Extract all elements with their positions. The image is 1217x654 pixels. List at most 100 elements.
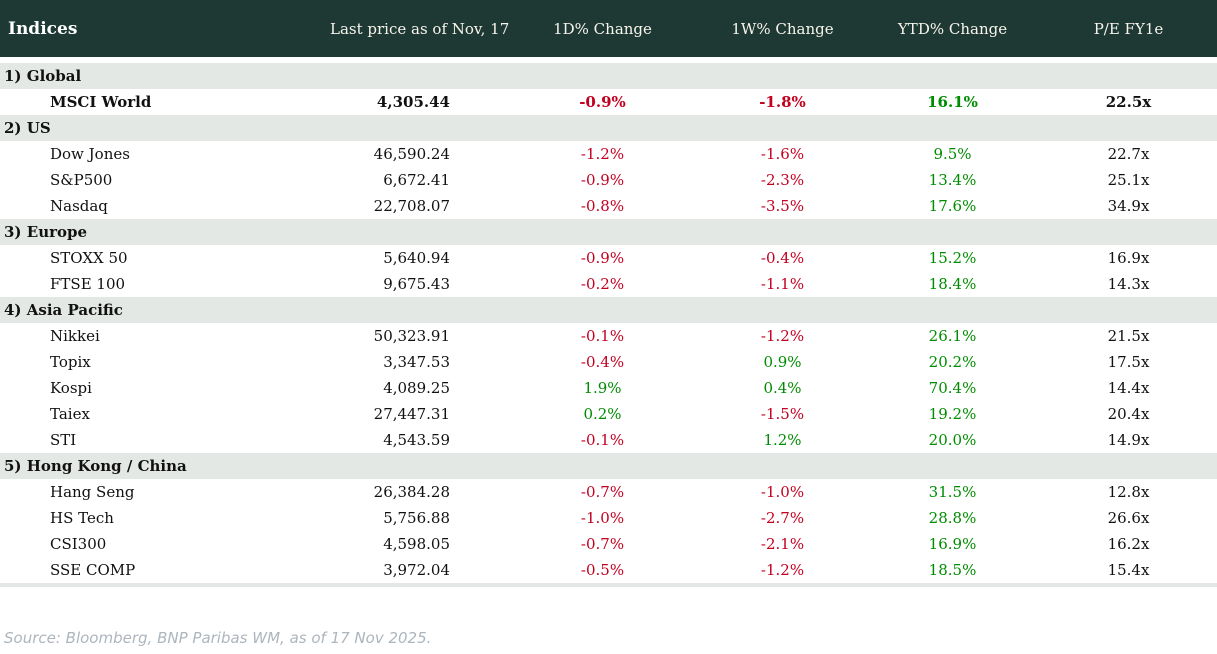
pe-ratio: 20.4x (1107, 405, 1150, 423)
index-name: Topix (50, 353, 91, 371)
pe-ratio: 26.6x (1107, 509, 1150, 527)
index-name: STOXX 50 (50, 249, 128, 267)
index-row: Hang Seng 26,384.28 -0.7% -1.0% 31.5% 12.8x (0, 479, 1217, 505)
pe-ratio: 25.1x (1107, 171, 1150, 189)
change-1d: 1.9% (583, 379, 622, 397)
index-name: MSCI World (50, 93, 152, 111)
section-row: 2) US (0, 115, 1217, 141)
index-row: HS Tech 5,756.88 -1.0% -2.7% 28.8% 26.6x (0, 505, 1217, 531)
change-1d: -0.9% (580, 249, 625, 267)
pe-ratio: 16.2x (1107, 535, 1150, 553)
last-price: 9,675.43 (383, 275, 450, 293)
change-ytd: 31.5% (928, 483, 977, 501)
section-row: 4) Asia Pacific (0, 297, 1217, 323)
pe-ratio: 16.9x (1107, 249, 1150, 267)
index-row: CSI300 4,598.05 -0.7% -2.1% 16.9% 16.2x (0, 531, 1217, 557)
change-ytd: 16.9% (928, 535, 977, 553)
pe-ratio: 14.9x (1107, 431, 1150, 449)
index-row: SSE COMP 3,972.04 -0.5% -1.2% 18.5% 15.4x (0, 557, 1217, 583)
change-1w: -1.0% (760, 483, 805, 501)
change-ytd: 19.2% (928, 405, 977, 423)
change-1d: -0.9% (579, 93, 626, 111)
index-row: MSCI World 4,305.44 -0.9% -1.8% 16.1% 22.5x (0, 89, 1217, 115)
last-price: 4,089.25 (383, 379, 450, 397)
last-price: 46,590.24 (373, 145, 450, 163)
pe-ratio: 17.5x (1107, 353, 1150, 371)
change-1d: -0.5% (580, 561, 625, 579)
section-row: 5) Hong Kong / China (0, 453, 1217, 479)
index-name: HS Tech (50, 509, 114, 527)
index-name: SSE COMP (50, 561, 136, 579)
last-price: 4,305.44 (376, 93, 450, 111)
section-label: 3) Europe (4, 223, 88, 241)
index-row: STOXX 50 5,640.94 -0.9% -0.4% 15.2% 16.9x (0, 245, 1217, 271)
section-label: 4) Asia Pacific (4, 301, 123, 319)
last-price: 3,347.53 (383, 353, 450, 371)
change-1d: -0.1% (580, 431, 625, 449)
index-name: S&P500 (50, 171, 113, 189)
change-1d: 0.2% (583, 405, 622, 423)
pe-ratio: 12.8x (1107, 483, 1150, 501)
last-price: 4,598.05 (383, 535, 450, 553)
index-name: Nikkei (50, 327, 100, 345)
pe-ratio: 21.5x (1107, 327, 1150, 345)
change-1d: -0.8% (580, 197, 625, 215)
last-price: 27,447.31 (373, 405, 450, 423)
pe-ratio: 22.7x (1107, 145, 1150, 163)
change-1w: -2.7% (760, 509, 805, 527)
table-end-rule (0, 583, 1217, 587)
last-price: 26,384.28 (373, 483, 450, 501)
index-name: Dow Jones (50, 145, 130, 163)
change-1w: -2.3% (760, 171, 805, 189)
column-header-1w-change: 1W% Change (731, 19, 834, 38)
table-title: Indices (8, 18, 78, 39)
change-ytd: 17.6% (928, 197, 977, 215)
pe-ratio: 22.5x (1105, 93, 1152, 111)
section-label: 5) Hong Kong / China (4, 457, 187, 475)
index-row: Kospi 4,089.25 1.9% 0.4% 70.4% 14.4x (0, 375, 1217, 401)
source-note: Source: Bloomberg, BNP Paribas WM, as of… (4, 629, 432, 647)
change-1w: -3.5% (760, 197, 805, 215)
index-name: Hang Seng (50, 483, 135, 501)
index-row: Dow Jones 46,590.24 -1.2% -1.6% 9.5% 22.7x (0, 141, 1217, 167)
change-1w: 1.2% (763, 431, 802, 449)
table-header: Indices Last price as of Nov, 17 1D% Cha… (0, 0, 1217, 57)
change-1w: 0.4% (763, 379, 802, 397)
last-price: 5,756.88 (383, 509, 450, 527)
last-price: 4,543.59 (383, 431, 450, 449)
change-ytd: 70.4% (928, 379, 977, 397)
change-ytd: 28.8% (928, 509, 977, 527)
change-ytd: 18.4% (928, 275, 977, 293)
change-1d: -0.2% (580, 275, 625, 293)
change-1w: -2.1% (760, 535, 805, 553)
change-ytd: 9.5% (933, 145, 972, 163)
section-row: 3) Europe (0, 219, 1217, 245)
change-1w: -1.1% (760, 275, 805, 293)
column-header-pe-fy1e: P/E FY1e (1093, 19, 1164, 38)
last-price: 6,672.41 (383, 171, 450, 189)
change-1w: -0.4% (760, 249, 805, 267)
index-name: FTSE 100 (50, 275, 126, 293)
last-price: 3,972.04 (383, 561, 450, 579)
change-ytd: 16.1% (927, 93, 978, 111)
index-row: S&P500 6,672.41 -0.9% -2.3% 13.4% 25.1x (0, 167, 1217, 193)
table-body: 1) Global MSCI World 4,305.44 -0.9% -1.8% 16.… (0, 63, 1217, 583)
section-row: 1) Global (0, 63, 1217, 89)
column-header-last-price: Last price as of Nov, 17 (330, 19, 510, 38)
pe-ratio: 14.3x (1107, 275, 1150, 293)
change-1w: -1.8% (759, 93, 806, 111)
change-1w: -1.6% (760, 145, 805, 163)
index-name: Taiex (50, 405, 90, 423)
section-label: 2) US (4, 119, 51, 137)
change-1d: -0.4% (580, 353, 625, 371)
pe-ratio: 15.4x (1107, 561, 1150, 579)
change-1w: -1.2% (760, 561, 805, 579)
section-label: 1) Global (4, 67, 82, 85)
pe-ratio: 14.4x (1107, 379, 1150, 397)
index-row: Taiex 27,447.31 0.2% -1.5% 19.2% 20.4x (0, 401, 1217, 427)
change-1d: -1.2% (580, 145, 625, 163)
index-name: Kospi (50, 379, 92, 397)
change-ytd: 26.1% (928, 327, 977, 345)
change-1w: -1.5% (760, 405, 805, 423)
